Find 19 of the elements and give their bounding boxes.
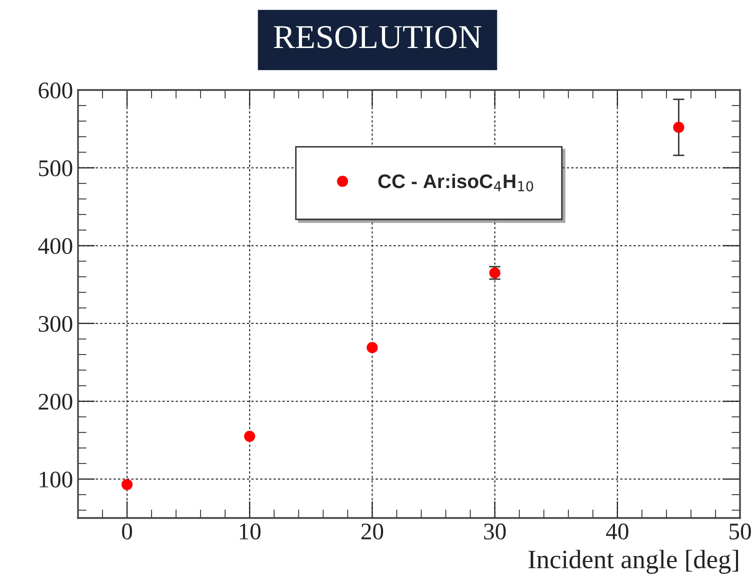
x-tick-label: 10 (240, 524, 261, 540)
chart-title: RESOLUTION (274, 26, 482, 48)
x-tick-label: 50 (730, 524, 751, 540)
y-tick-label: 300 (38, 316, 72, 332)
x-tick-label: 30 (484, 524, 506, 540)
point (244, 430, 256, 442)
y-tick-label: 500 (39, 160, 72, 176)
x-tick-label: 20 (361, 524, 384, 540)
y-tick-label: 200 (38, 394, 72, 410)
point (673, 122, 684, 133)
legend-label: CC - Ar:isoC$_{4}$H$_{10}$ (378, 174, 534, 192)
point (366, 342, 378, 354)
point (121, 478, 133, 490)
x-tick-label: 0 (122, 524, 132, 540)
y-tick-label: 400 (38, 238, 72, 254)
y-tick-label: 100 (40, 472, 72, 488)
y-tick-label: 600 (38, 82, 72, 98)
x-tick-label: 40 (606, 524, 628, 540)
x-axis-title: Incident angle [deg] (528, 550, 738, 574)
